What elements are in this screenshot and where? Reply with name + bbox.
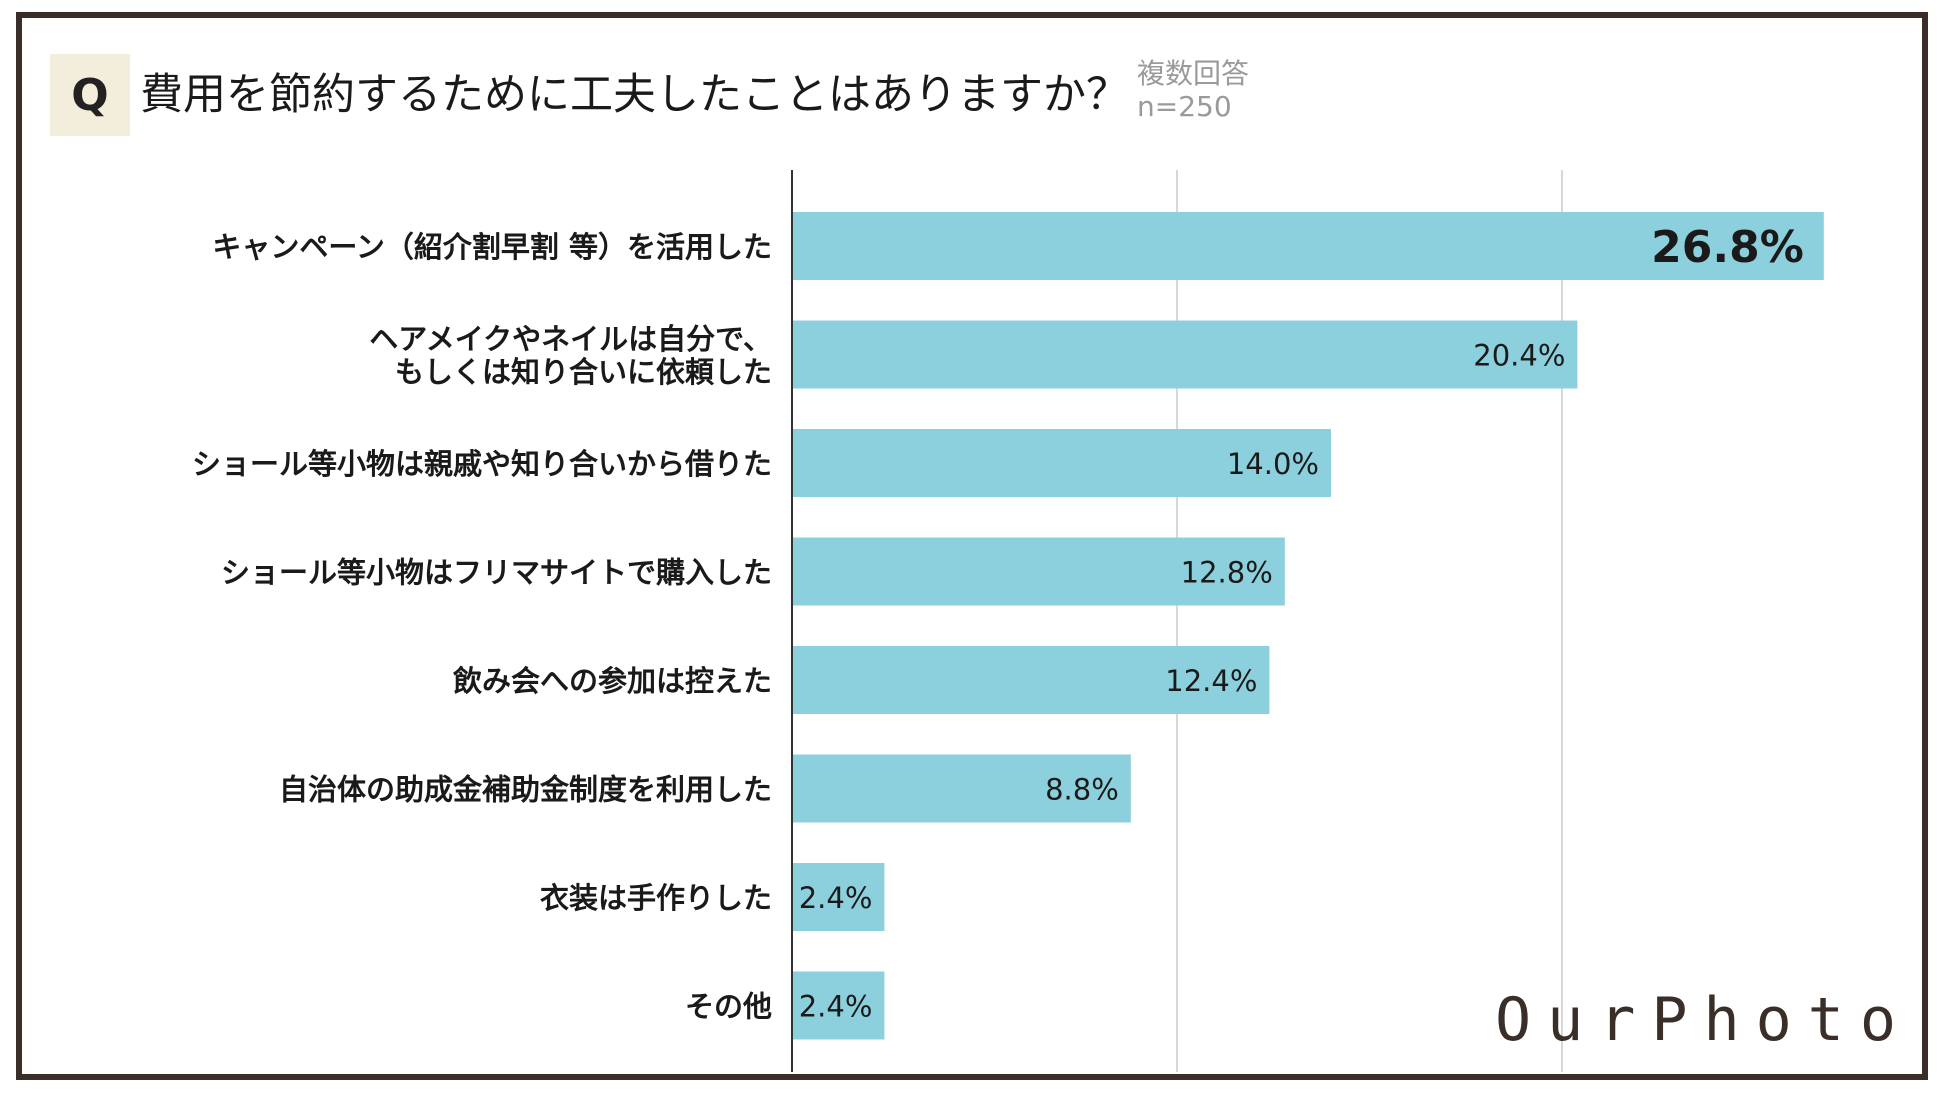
bar-7: [792, 971, 885, 1040]
value-label-5: 8.8%: [1045, 773, 1119, 807]
sample-size-label: n=250: [1137, 90, 1232, 123]
value-label-7: 2.4%: [799, 990, 873, 1024]
value-label-3: 12.8%: [1181, 556, 1273, 590]
ourphoto-logo: OurPhoto: [1495, 985, 1912, 1055]
category-label-7: その他: [685, 990, 772, 1024]
category-label-4: 飲み会への参加は控えた: [453, 664, 772, 698]
question-badge: Q: [50, 54, 130, 136]
bar-1: [792, 320, 1578, 389]
value-label-6: 2.4%: [799, 881, 873, 915]
bar-0: [792, 212, 1824, 280]
answer-type-label: 複数回答: [1137, 57, 1250, 90]
bar-4: [792, 646, 1270, 714]
category-label-1-line-0: ヘアメイクやネイルは自分で、: [369, 322, 772, 356]
bar-5: [792, 754, 1131, 823]
category-label-3: ショール等小物はフリマサイトで購入した: [221, 556, 772, 590]
bar-6: [792, 863, 885, 931]
value-label-1: 20.4%: [1473, 339, 1565, 373]
category-label-6: 衣装は手作りした: [540, 881, 772, 915]
bar-2: [792, 429, 1331, 497]
sample-note: 複数回答 n=250: [1137, 57, 1249, 123]
value-label-2: 14.0%: [1227, 447, 1319, 481]
value-label-4: 12.4%: [1165, 664, 1257, 698]
category-label-5: 自治体の助成金補助金制度を利用した: [279, 773, 772, 807]
category-label-1-line-1: もしくは知り合いに依頼した: [395, 355, 772, 389]
category-label-0: キャンペーン（紹介割早割 等）を活用した: [212, 230, 772, 264]
category-label-2: ショール等小物は親戚や知り合いから借りた: [192, 447, 772, 481]
value-label-0: 26.8%: [1651, 222, 1804, 273]
question-title: 費用を節約するために工夫したことはありますか？: [140, 70, 1129, 120]
bar-3: [792, 537, 1285, 606]
